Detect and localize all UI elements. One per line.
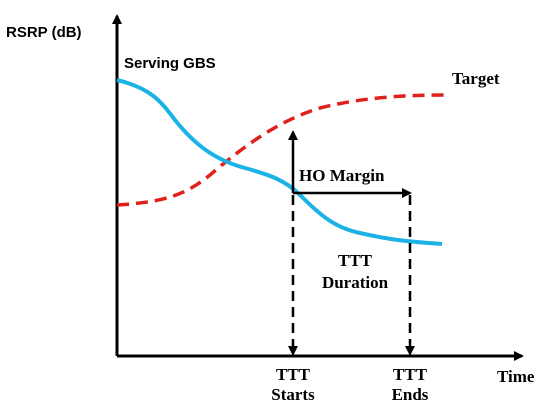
ttt-ends-label-line2: Ends xyxy=(392,385,429,404)
serving-curve-label: Serving GBS xyxy=(124,55,216,72)
y-axis-label: RSRP (dB) xyxy=(6,24,82,41)
ho-margin-label: HO Margin xyxy=(299,166,385,185)
ttt-ends-label-line1: TTT xyxy=(393,365,428,384)
ttt-starts-label-line1: TTT xyxy=(276,365,311,384)
target-curve xyxy=(116,93,446,207)
serving-curve xyxy=(116,78,443,246)
target-curve-label: Target xyxy=(452,69,500,88)
ttt-starts-label-line2: Starts xyxy=(271,385,315,404)
ttt-duration-label-line2: Duration xyxy=(322,273,389,292)
ttt-duration-label-line1: TTT xyxy=(338,251,373,270)
x-axis-label: Time xyxy=(497,367,535,386)
